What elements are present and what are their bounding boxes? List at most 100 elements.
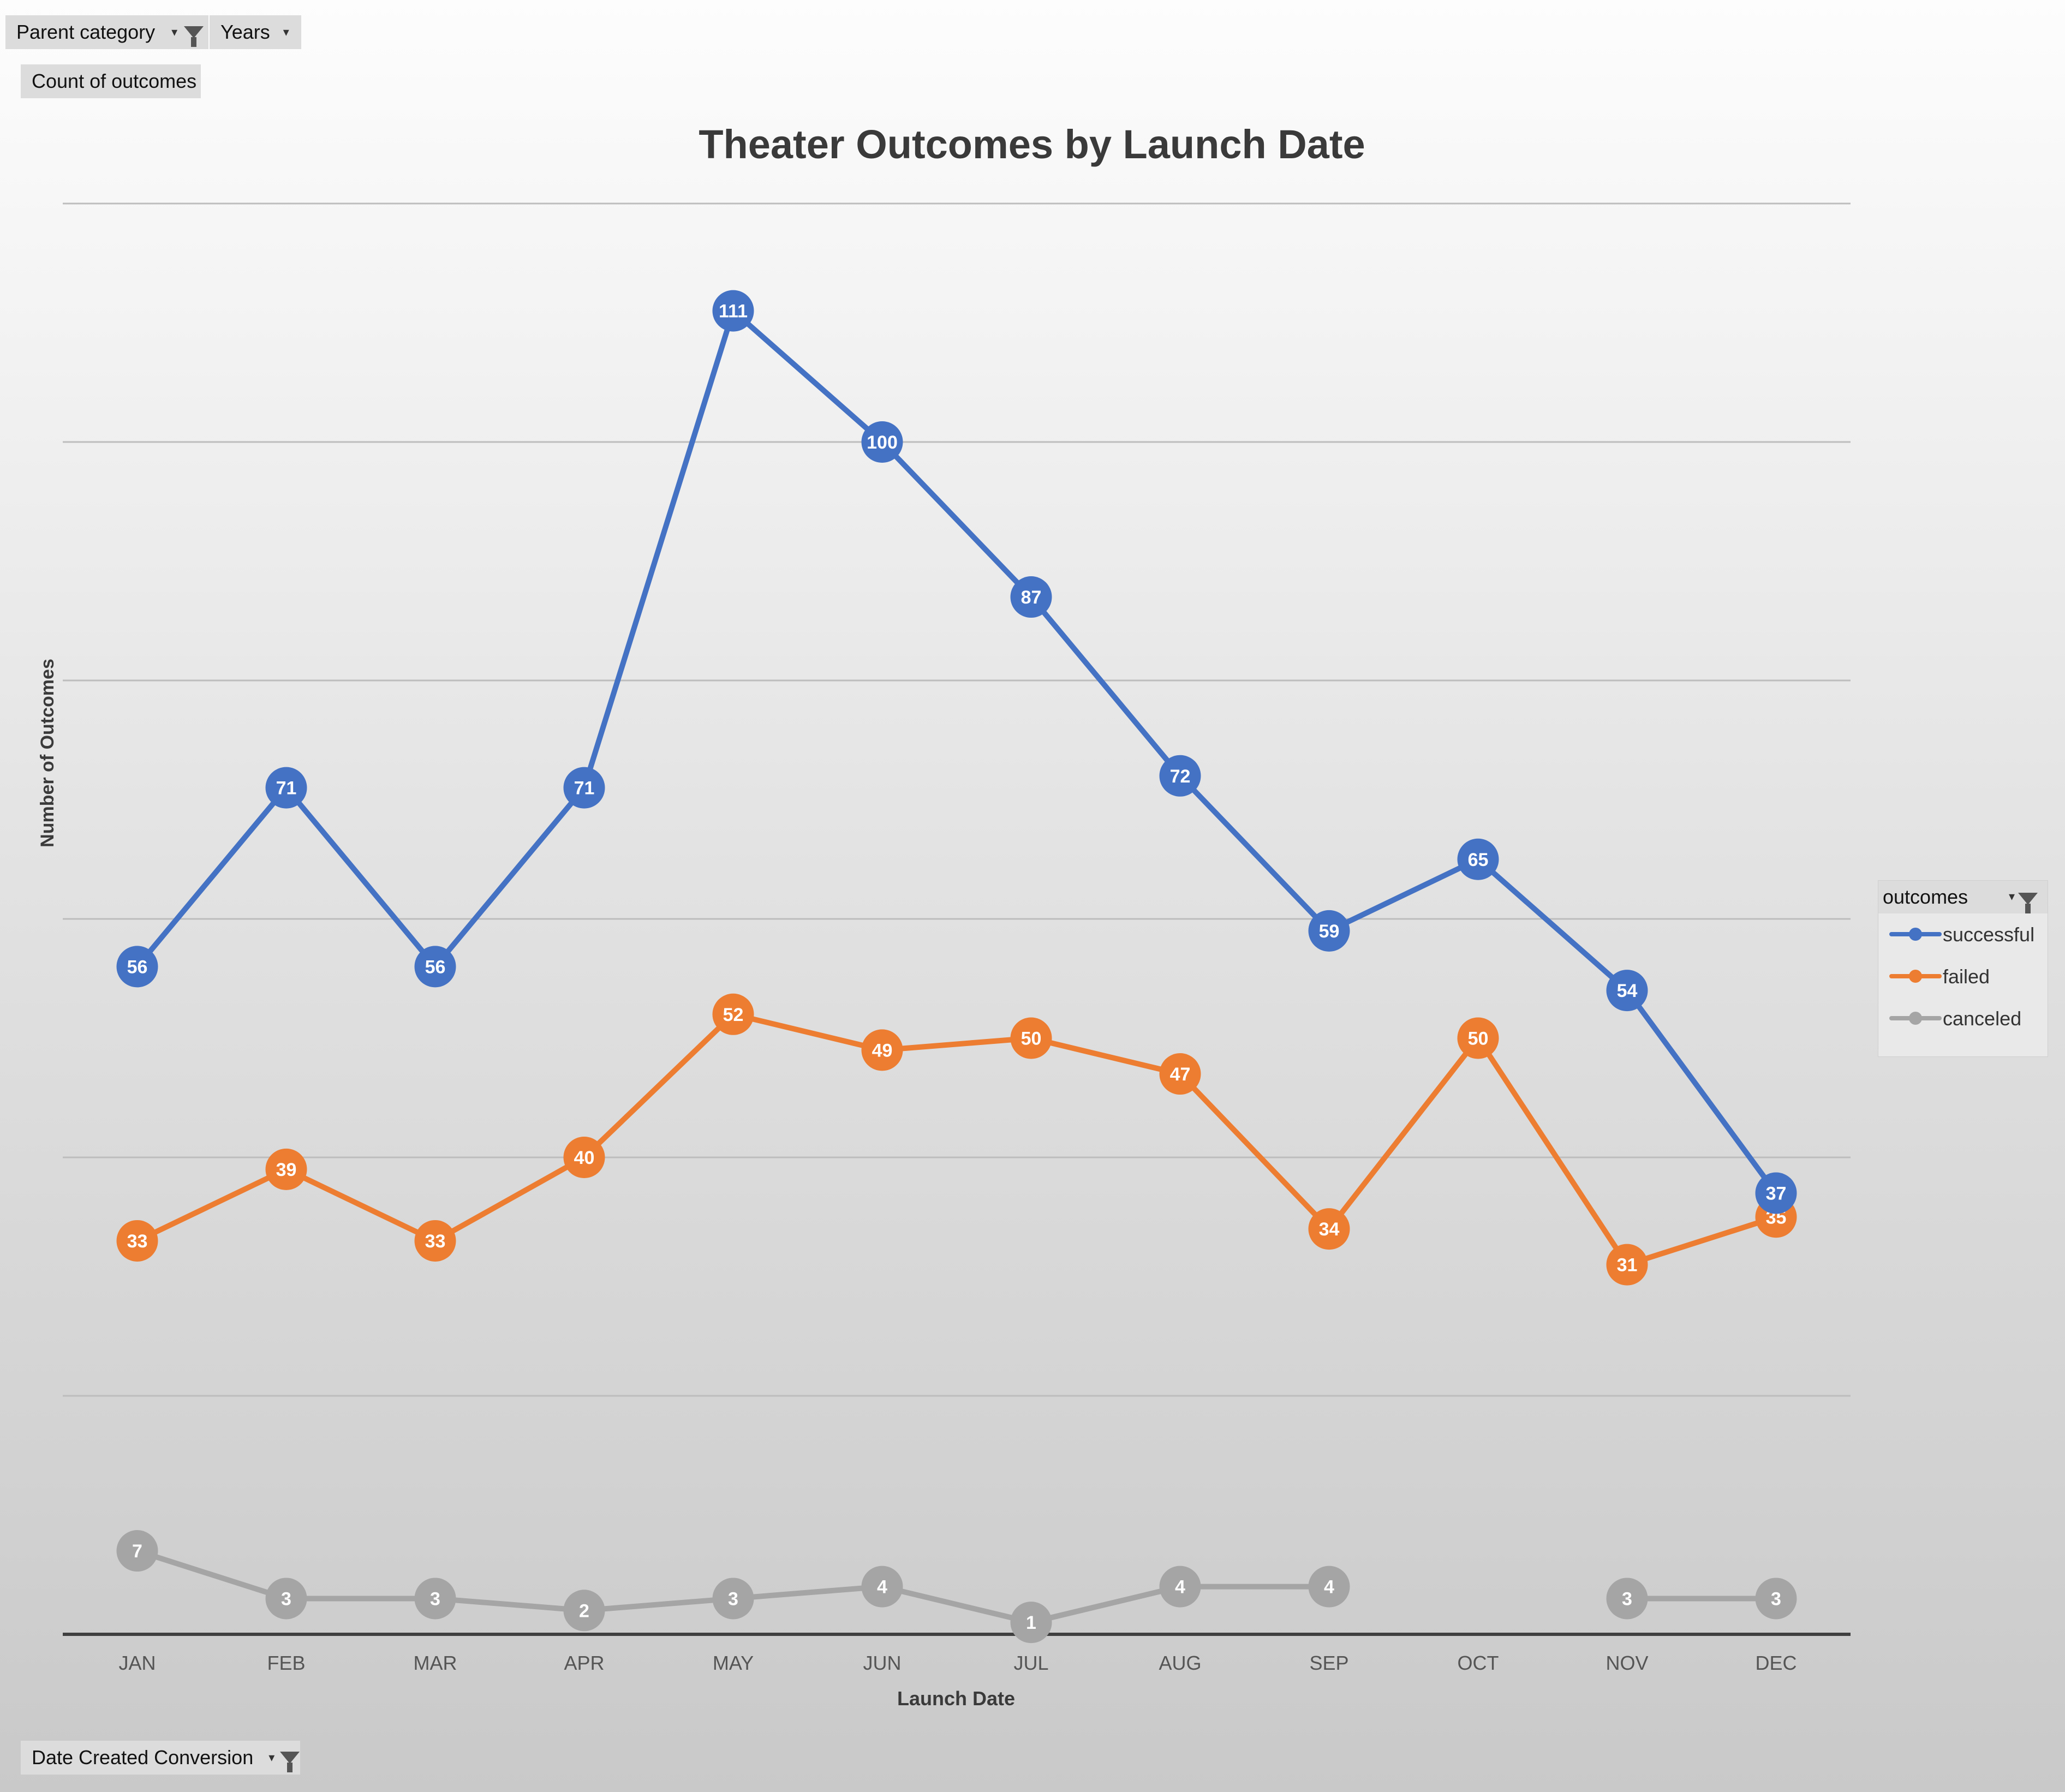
axis-field-button[interactable]: Date Created Conversion ▾ [21,1741,300,1775]
data-label: 4 [1324,1577,1334,1598]
data-label: 33 [425,1231,446,1252]
data-point[interactable] [1755,1578,1797,1620]
value-field-button[interactable]: Count of outcomes [21,64,201,98]
x-tick-label: APR [564,1652,604,1674]
data-label: 47 [1170,1064,1191,1085]
data-label: 1 [1026,1612,1036,1633]
data-point[interactable] [1159,1053,1201,1095]
data-point[interactable] [1159,755,1201,797]
data-point[interactable] [265,1578,307,1620]
data-label: 65 [1468,850,1489,870]
data-point[interactable] [116,946,158,988]
data-label: 49 [872,1040,893,1061]
legend-marker-icon [1889,928,1942,941]
data-point[interactable] [1010,1602,1052,1644]
data-point[interactable] [1010,1017,1052,1059]
data-point[interactable] [1606,1578,1648,1620]
data-label: 3 [281,1588,291,1609]
data-label: 56 [425,957,446,977]
data-point[interactable] [414,1578,456,1620]
legend-field-label: outcomes [1883,886,1968,908]
data-label: 39 [276,1160,297,1180]
legend-marker-icon [1889,1012,1942,1025]
data-label: 37 [1766,1184,1787,1204]
dropdown-arrow-icon: ▾ [268,1751,275,1764]
x-tick-label: JAN [118,1652,156,1674]
legend-field-button[interactable]: outcomes ▾ [1878,881,2048,913]
series-canceled: 7 3 3 2 3 4 1 4 4 3 3 [116,1530,1797,1644]
data-point[interactable] [1308,910,1350,952]
series-successful: 56 71 56 71 111 100 87 72 59 65 54 37 [116,290,1797,1214]
data-label: 4 [877,1577,887,1598]
y-axis-label: Number of Outcomes [37,659,58,847]
x-tick-label: MAY [713,1652,754,1674]
data-point[interactable] [265,767,307,809]
data-point[interactable] [1606,970,1648,1012]
data-point[interactable] [1308,1566,1350,1608]
data-point[interactable] [563,1590,605,1632]
data-point[interactable] [265,1148,307,1190]
series-line [136,1011,1777,1268]
axis-field-label: Date Created Conversion [32,1746,254,1769]
filter-icon [280,1752,300,1772]
data-point[interactable] [1755,1172,1797,1214]
data-point[interactable] [861,421,903,463]
data-label: 59 [1319,921,1340,942]
data-label: 87 [1021,587,1042,608]
x-tick-label: MAR [414,1652,457,1674]
years-label: Years [220,21,270,43]
data-label: 3 [728,1588,738,1609]
data-point[interactable] [1159,1566,1201,1608]
data-point[interactable] [1457,838,1499,880]
data-point[interactable] [563,1137,605,1178]
data-point[interactable] [861,1029,903,1071]
parent-category-filter-button[interactable]: Parent category ▾ [5,15,208,49]
legend-label: successful [1943,923,2035,946]
legend-marker-icon [1889,970,1942,983]
legend-item-canceled: canceled [1878,997,2048,1040]
years-filter-button[interactable]: Years ▾ [210,15,301,49]
filter-icon [2018,893,2038,913]
data-point[interactable] [563,767,605,809]
data-point[interactable] [712,1578,754,1620]
data-point[interactable] [414,1220,456,1262]
data-point[interactable] [116,1530,158,1572]
data-point[interactable] [414,946,456,988]
data-label: 71 [276,778,297,799]
series-line [135,308,1778,1195]
data-label: 56 [127,957,148,977]
data-point[interactable] [1606,1244,1648,1286]
dropdown-arrow-icon: ▾ [2008,889,2015,903]
data-label: 40 [574,1148,595,1168]
data-label: 111 [719,301,748,322]
data-label: 3 [430,1588,440,1609]
data-label: 50 [1021,1029,1042,1049]
dropdown-arrow-icon: ▾ [171,25,178,39]
filter-icon [184,26,204,47]
x-tick-label: JUL [1013,1652,1048,1674]
data-label: 3 [1622,1588,1632,1609]
data-label: 3 [1771,1588,1781,1609]
x-tick-label: OCT [1458,1652,1499,1674]
data-point[interactable] [1010,576,1052,618]
data-point[interactable] [1457,1017,1499,1059]
data-point[interactable] [116,1220,158,1262]
x-tick-label: SEP [1309,1652,1348,1674]
data-label: 72 [1170,766,1191,787]
legend-item-failed: failed [1878,955,2048,997]
data-label: 2 [579,1600,589,1621]
data-point[interactable] [712,993,754,1035]
series-line [136,1548,1776,1626]
data-label: 100 [867,432,898,453]
data-label: 33 [127,1231,148,1252]
data-label: 50 [1468,1029,1489,1049]
data-point[interactable] [861,1566,903,1608]
data-point[interactable] [1308,1208,1350,1250]
chart-title: Theater Outcomes by Launch Date [699,122,1365,167]
legend: outcomes ▾ successful failed canceled [1878,880,2048,1057]
data-point[interactable] [712,290,754,332]
value-field-label: Count of outcomes [32,70,197,92]
data-label: 54 [1617,981,1638,1001]
